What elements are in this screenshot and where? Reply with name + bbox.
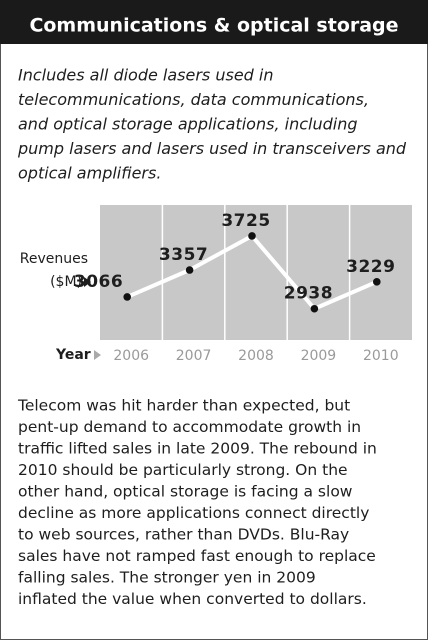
intro-line: pump lasers and lasers used in transceiv… [17,139,407,158]
y-label-arrow [84,277,91,287]
data-point [248,232,256,240]
intro-line: Includes all diode lasers used in [18,66,274,85]
x-tick-label: 2006 [113,348,149,364]
data-point [123,293,131,301]
intro-line: telecommunications, data communications, [18,90,369,109]
value-label: 3357 [159,245,208,265]
data-point [185,266,194,274]
x-label-arrow [94,350,101,360]
x-tick-label: 2009 [301,348,337,364]
body-line: sales have not ramped fast enough to rep… [18,547,376,565]
value-label: 3229 [346,257,395,277]
x-tick-label: 2007 [176,348,212,364]
body-line: falling sales. The stronger yen in 2009 [18,569,316,587]
y-label: ($M) [50,274,82,290]
intro-line: and optical storage applications, includ… [18,115,357,134]
intro-line: optical amplifiers. [18,164,161,183]
x-tick-label: 2008 [238,348,274,364]
value-label: 3066 [74,272,123,292]
data-point [373,278,381,286]
body-line: Telecom was hit harder than expected, bu… [17,397,350,415]
body-line: inflated the value when converted to dol… [18,590,367,608]
body-line: pent-up demand to accommodate growth in [18,418,361,436]
body-line: 2010 should be particularly strong. On t… [18,461,348,479]
body-line: other hand, optical storage is facing a … [18,483,353,501]
y-label: Revenues [20,251,88,267]
value-label: 2938 [284,284,333,304]
body-line: to web sources, rather than DVDs. Blu-Ra… [18,526,349,544]
x-tick-label: 2010 [363,348,399,364]
data-point [310,304,319,313]
value-label: 3725 [221,211,270,231]
plot-background [100,205,412,340]
x-label: Year [55,347,91,363]
header-bar [0,0,428,44]
body-line: traffic lifted sales in late 2009. The r… [18,440,377,458]
body-line: decline as more applications connect dir… [18,504,369,522]
header-title: Communications & optical storage [29,15,398,37]
